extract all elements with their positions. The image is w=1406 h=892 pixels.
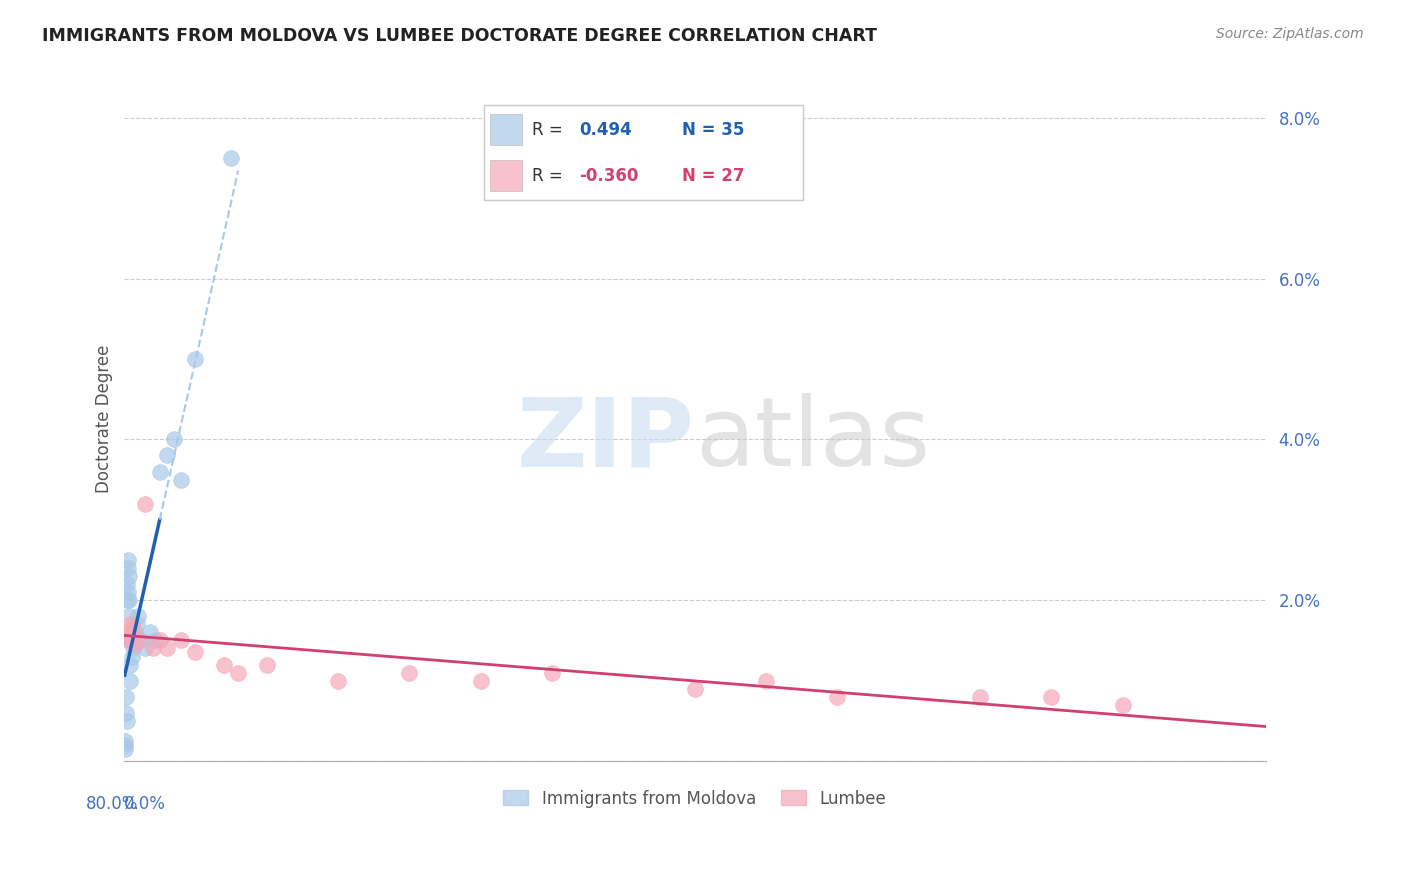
Point (121, 625, 143, 640)
Point (184, 351, 207, 366)
Text: 80.0%: 80.0% (86, 796, 138, 814)
Point (827, 690, 849, 704)
Point (114, 738, 136, 752)
Point (120, 625, 142, 640)
Text: ZIP: ZIP (517, 393, 695, 486)
Point (114, 742, 136, 756)
Text: IMMIGRANTS FROM MOLDOVA VS LUMBEE DOCTORATE DEGREE CORRELATION CHART: IMMIGRANTS FROM MOLDOVA VS LUMBEE DOCTOR… (42, 27, 877, 45)
Point (170, 633, 193, 648)
Point (114, 690, 136, 704)
Point (470, 673, 492, 688)
Point (149, 633, 172, 648)
Point (755, 673, 778, 688)
Point (398, 665, 420, 680)
Point (121, 649, 143, 664)
Point (117, 633, 139, 648)
Point (115, 593, 138, 607)
Point (226, 665, 249, 680)
Point (129, 633, 152, 648)
Point (541, 665, 564, 680)
Point (117, 585, 139, 599)
Point (145, 633, 167, 648)
Point (184, 646, 207, 660)
Point (115, 706, 138, 720)
Point (683, 681, 706, 696)
Point (118, 657, 141, 672)
Point (114, 625, 136, 640)
Point (326, 673, 349, 688)
Point (134, 497, 156, 511)
Point (1112, 698, 1135, 712)
Y-axis label: Doctorate Degree: Doctorate Degree (96, 345, 112, 493)
Point (969, 690, 991, 704)
Point (125, 617, 148, 632)
Point (124, 637, 146, 651)
Point (170, 473, 193, 487)
Point (115, 714, 138, 728)
Point (212, 657, 235, 672)
Point (117, 561, 139, 575)
Point (1040, 690, 1063, 704)
Point (127, 609, 149, 624)
Point (117, 553, 139, 567)
Text: 0.0%: 0.0% (124, 796, 166, 814)
Text: Source: ZipAtlas.com: Source: ZipAtlas.com (1216, 27, 1364, 41)
Point (120, 633, 142, 648)
Point (122, 641, 145, 656)
Point (120, 673, 142, 688)
Point (134, 641, 156, 656)
Point (256, 657, 278, 672)
Point (118, 617, 141, 632)
Point (219, 151, 242, 165)
Legend: Immigrants from Moldova, Lumbee: Immigrants from Moldova, Lumbee (496, 783, 893, 814)
Text: atlas: atlas (695, 393, 929, 486)
Point (114, 734, 136, 748)
Point (117, 569, 139, 583)
Point (124, 625, 146, 640)
Point (121, 621, 143, 635)
Point (156, 449, 179, 463)
Point (122, 633, 145, 648)
Point (142, 641, 165, 656)
Point (118, 593, 141, 607)
Point (118, 633, 141, 648)
Point (156, 641, 179, 656)
Point (127, 633, 149, 648)
Point (115, 577, 138, 591)
Point (149, 465, 172, 479)
Point (115, 629, 138, 643)
Point (138, 625, 160, 640)
Point (163, 433, 186, 447)
Point (118, 609, 141, 624)
